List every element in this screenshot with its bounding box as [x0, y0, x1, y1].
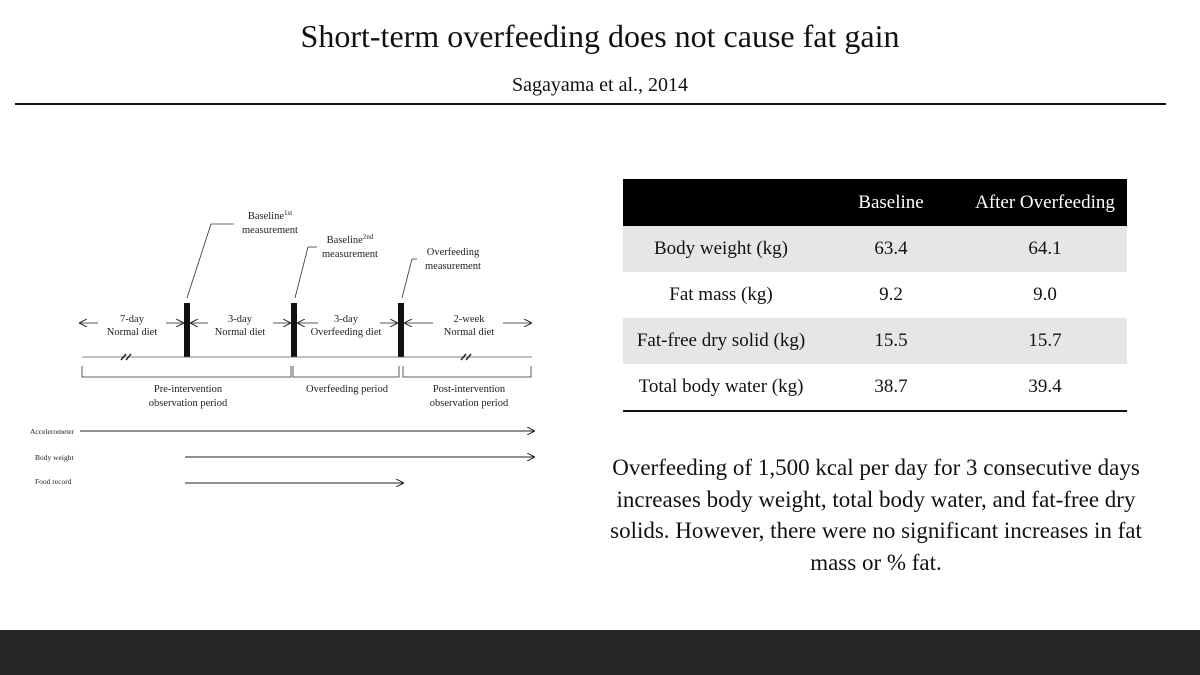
table-header-cell: Baseline: [819, 179, 963, 226]
table-cell: 63.4: [819, 226, 963, 272]
overfeeding-measurement-label-2: measurement: [425, 261, 481, 272]
track-label-food-record: Food record: [35, 477, 72, 486]
table-cell: Fat-free dry solid (kg): [623, 318, 819, 364]
period-label: Post-intervention: [433, 384, 506, 395]
period-label: observation period: [430, 398, 509, 409]
phase-label: Normal diet: [215, 327, 266, 338]
summary-text: Overfeeding of 1,500 kcal per day for 3 …: [610, 455, 1142, 575]
table-header-row: Baseline After Overfeeding: [623, 179, 1127, 226]
phase-label: 3-day: [228, 314, 253, 325]
baseline1-label: Baseline1st: [248, 209, 292, 222]
baseline1-marker: [184, 303, 190, 357]
slide-title: Short-term overfeeding does not cause fa…: [300, 18, 900, 54]
table-header-cell: After Overfeeding: [963, 179, 1127, 226]
table-cell: 39.4: [963, 364, 1127, 412]
track-label-accelerometer: Accelerometer: [30, 427, 75, 436]
axis-break-mark: [120, 353, 132, 361]
table-cell: 64.1: [963, 226, 1127, 272]
table-row: Fat mass (kg) 9.2 9.0: [623, 272, 1127, 318]
table-cell: 38.7: [819, 364, 963, 412]
table-row: Body weight (kg) 63.4 64.1: [623, 226, 1127, 272]
table-cell: 15.7: [963, 318, 1127, 364]
period-bracket-overfeeding: [292, 366, 400, 378]
title-divider: [15, 103, 1166, 105]
baseline1-leader: [186, 223, 212, 299]
phase-label: 7-day: [120, 314, 145, 325]
phase-label: Normal diet: [107, 327, 158, 338]
baseline2-measurement-label: measurement: [322, 249, 378, 260]
period-label: Overfeeding period: [306, 384, 389, 395]
track-label-body-weight: Body weight: [35, 453, 74, 462]
period-label: Pre-intervention: [154, 384, 223, 395]
period-label: observation period: [149, 398, 228, 409]
table-cell: 9.2: [879, 284, 903, 305]
table-cell: Total body water (kg): [623, 364, 819, 412]
axis-break-mark: [460, 353, 472, 361]
overfeeding-marker: [398, 303, 404, 357]
phase-label: Normal diet: [444, 327, 495, 338]
overfeeding-leader: [401, 258, 413, 299]
overfeeding-measurement-label: Overfeeding: [427, 247, 480, 258]
baseline2-leader: [294, 246, 309, 299]
table-row: Total body water (kg) 38.7 39.4: [623, 364, 1127, 412]
slide-subtitle: Sagayama et al., 2014: [511, 74, 689, 96]
table-cell: 9.0: [1033, 284, 1057, 305]
phase-label: 3-day: [334, 314, 359, 325]
period-bracket-post: [402, 366, 532, 378]
table-cell: Body weight (kg): [623, 226, 819, 272]
baseline2-marker: [291, 303, 297, 357]
baseline2-label: Baseline2nd: [327, 233, 374, 246]
table-row: Fat-free dry solid (kg) 15.5 15.7: [623, 318, 1127, 364]
footer-bar: [0, 630, 1200, 675]
table-cell: Fat mass (kg): [669, 284, 773, 305]
table-header-cell: [623, 179, 819, 226]
body-composition-table: Baseline After Overfeeding Body weight (…: [623, 179, 1127, 412]
table-cell: 15.5: [819, 318, 963, 364]
phase-label: Overfeeding diet: [311, 327, 382, 338]
phase-label: 2-week: [454, 314, 486, 325]
baseline1-measurement-label: measurement: [242, 225, 298, 236]
study-design-diagram: Baseline1st measurement Baseline2nd meas…: [28, 200, 548, 500]
study-design-svg: Baseline1st measurement Baseline2nd meas…: [30, 209, 548, 500]
period-bracket-pre: [81, 366, 292, 378]
